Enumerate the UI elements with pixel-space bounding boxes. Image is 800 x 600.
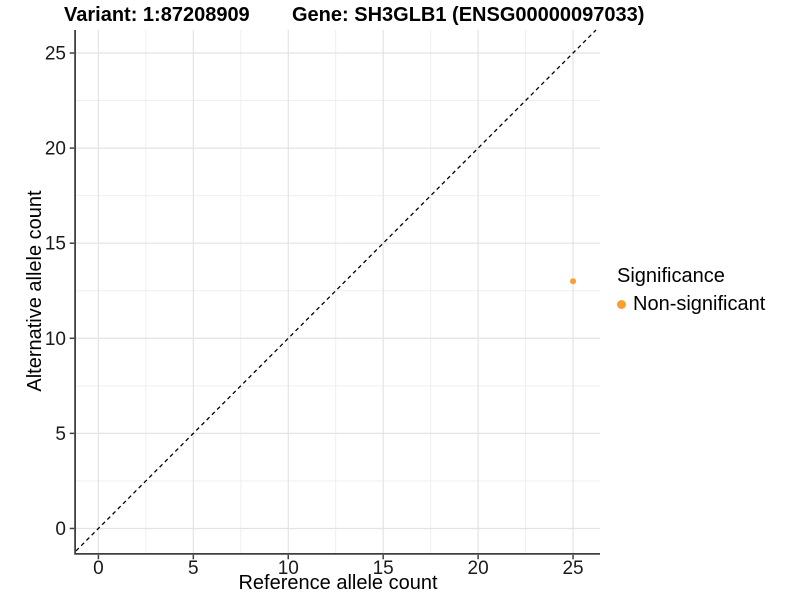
x-tick-label: 15 bbox=[373, 558, 394, 579]
x-tick-label: 20 bbox=[468, 558, 489, 579]
x-tick-label: 0 bbox=[93, 558, 104, 579]
x-tick-label: 10 bbox=[278, 558, 299, 579]
legend-entry: Non-significant bbox=[617, 293, 765, 316]
y-tick-label: 0 bbox=[55, 519, 66, 540]
y-tick-label: 10 bbox=[45, 329, 66, 350]
x-axis-title: Reference allele count bbox=[238, 572, 438, 594]
legend-title: Significance bbox=[617, 265, 725, 287]
y-axis-title: Alternative allele count bbox=[24, 190, 46, 392]
y-tick-label: 5 bbox=[55, 424, 66, 445]
data-point bbox=[570, 278, 577, 285]
legend: Significance Non-significant bbox=[617, 265, 765, 316]
x-tick-label: 25 bbox=[562, 558, 583, 579]
y-tick-label: 20 bbox=[45, 139, 66, 160]
y-tick-label: 15 bbox=[45, 234, 66, 255]
legend-entry-label: Non-significant bbox=[633, 293, 766, 315]
plot-title-gene: Gene: SH3GLB1 (ENSG00000097033) bbox=[292, 4, 645, 26]
legend-key-dot-icon bbox=[617, 300, 626, 309]
panel-background bbox=[76, 30, 600, 553]
x-tick-label: 5 bbox=[188, 558, 199, 579]
plot-title-variant: Variant: 1:87208909 bbox=[64, 4, 250, 26]
y-tick-label: 25 bbox=[45, 44, 66, 65]
legend-entries: Non-significant bbox=[617, 293, 765, 316]
